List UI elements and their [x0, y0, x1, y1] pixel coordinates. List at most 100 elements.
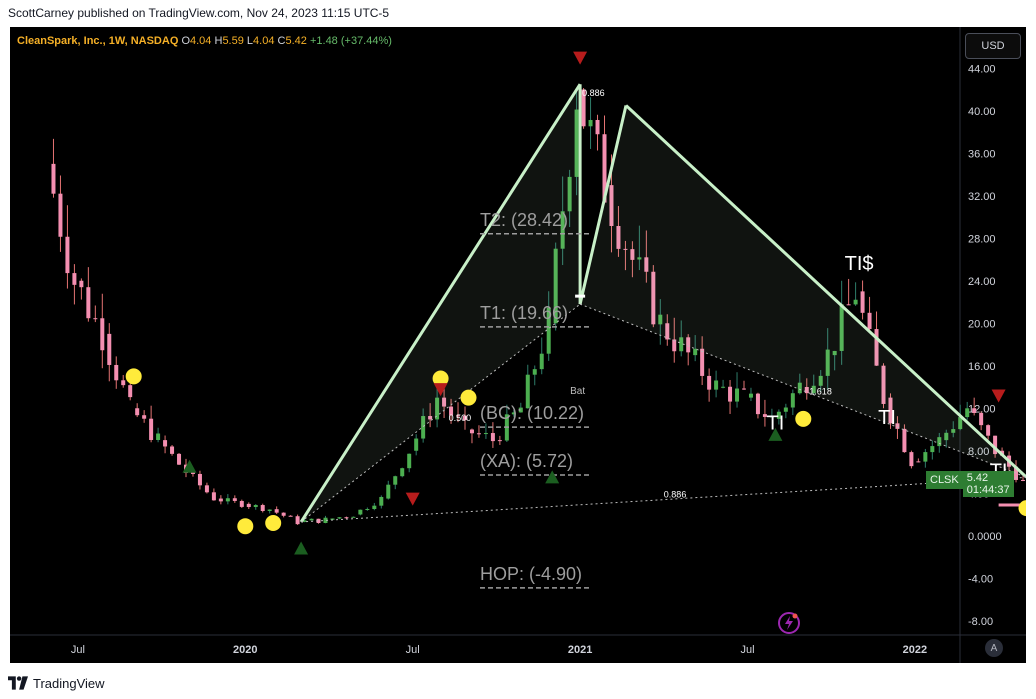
- candle-body: [797, 382, 802, 394]
- ti-annotation: TI$: [845, 253, 874, 275]
- signal-marker-dot: [237, 518, 254, 535]
- signal-marker-dot: [265, 515, 282, 531]
- candle-body: [511, 412, 516, 415]
- candle-body: [818, 375, 823, 386]
- y-tick-label: 20.00: [968, 318, 996, 330]
- auto-scale-button[interactable]: A: [985, 639, 1003, 657]
- symbol-title: CleanSpark, Inc., 1W, NASDAQ: [17, 35, 179, 47]
- candle-body: [672, 339, 677, 352]
- high-value: 5.59: [222, 35, 244, 47]
- pattern-name: Bat: [570, 386, 585, 397]
- candle-body: [909, 452, 914, 467]
- candle-body: [407, 453, 412, 469]
- candle-body: [762, 414, 767, 417]
- candle-body: [769, 416, 774, 418]
- candle-body: [783, 407, 788, 412]
- candle-body: [665, 323, 670, 340]
- candle-body: [421, 416, 426, 439]
- ti-annotation: TI: [767, 413, 785, 435]
- candle-body: [790, 393, 795, 408]
- candle-body: [456, 415, 461, 417]
- open-value: 4.04: [190, 35, 212, 47]
- signal-marker-dot: [432, 370, 449, 387]
- candle-body: [721, 386, 726, 388]
- sell-signal-icon: [991, 389, 1006, 403]
- candle-body: [707, 375, 712, 390]
- currency-button[interactable]: USD: [965, 33, 1021, 59]
- candle-body: [1014, 466, 1019, 480]
- publish-info: ScottCarney published on TradingView.com…: [8, 6, 390, 20]
- candle-body: [225, 498, 230, 502]
- candle-body: [309, 518, 314, 521]
- candle-body: [295, 516, 300, 525]
- price-tag-countdown: 01:44:37: [966, 484, 1010, 496]
- y-tick-label: 40.00: [968, 106, 996, 118]
- candle-body: [114, 364, 119, 381]
- candle-body: [602, 134, 607, 203]
- candle-body: [386, 484, 391, 499]
- candle-body: [260, 505, 265, 512]
- candle-body: [518, 407, 523, 413]
- candle-body: [748, 393, 753, 398]
- chart-area[interactable]: 44.00 40.00 36.00 32.00 28.00 24.00 20.00 16.00…: [10, 27, 1026, 663]
- candle-body: [553, 248, 558, 324]
- candle-body: [637, 257, 642, 260]
- candle-body: [881, 365, 886, 404]
- x-tick-label: 2020: [233, 644, 257, 656]
- signal-marker-dot: [795, 410, 812, 427]
- candle-body: [686, 337, 691, 353]
- candle-body: [735, 388, 740, 402]
- candle-body: [358, 509, 363, 515]
- open-label: O: [181, 35, 190, 47]
- sell-signal-icon: [433, 383, 448, 397]
- candle-body: [65, 236, 70, 274]
- candle-body: [490, 433, 495, 442]
- y-tick-label: 24.00: [968, 276, 996, 288]
- x-tick-label: Jul: [740, 644, 754, 656]
- y-tick-label: 44.00: [968, 63, 996, 75]
- pattern-leg: [624, 104, 1026, 479]
- candle-body: [156, 433, 161, 440]
- pattern-ratio-line: [300, 303, 581, 523]
- chart-canvas[interactable]: 44.00 40.00 36.00 32.00 28.00 24.00 20.00 16.00…: [10, 27, 1026, 663]
- pattern-ratio-line: [301, 476, 1026, 523]
- candle-body: [532, 369, 537, 375]
- candle-body: [463, 415, 467, 421]
- price-tag-price: 5.42: [966, 472, 989, 484]
- target-level-label: (BC): (10.22): [480, 403, 584, 423]
- close-label: C: [277, 35, 286, 47]
- candle-body: [658, 314, 663, 325]
- buy-signal-icon: [294, 541, 309, 555]
- x-tick-label: Jul: [406, 644, 420, 656]
- ratio-label: 0.500: [449, 413, 472, 423]
- candle-body: [414, 438, 419, 451]
- candle-body: [630, 249, 635, 260]
- candle-body: [253, 505, 258, 508]
- x-tick-label: 2022: [903, 644, 927, 656]
- candle-body: [274, 509, 279, 513]
- candle-body: [170, 446, 175, 454]
- candle-body: [93, 318, 98, 320]
- candle-body: [923, 452, 928, 462]
- tradingview-logo-icon: [8, 676, 28, 690]
- candle-body: [204, 485, 209, 493]
- last-price-tag: CLSK 5.42 01:44:37: [926, 471, 1014, 497]
- close-value: 5.42: [285, 35, 307, 47]
- signal-marker-dot: [460, 389, 477, 406]
- candle-body: [476, 433, 481, 435]
- candle-body: [944, 432, 949, 441]
- candle-body: [623, 248, 628, 250]
- candle-body: [142, 415, 147, 419]
- candle-body: [190, 472, 195, 474]
- candle-body: [351, 516, 356, 518]
- flash-icon[interactable]: [778, 612, 800, 634]
- high-label: H: [214, 35, 223, 47]
- candle-body: [616, 225, 621, 249]
- candle-body: [832, 350, 837, 356]
- pattern-leg: [299, 83, 582, 523]
- candle-body: [804, 387, 809, 394]
- y-tick-label: 28.00: [968, 233, 996, 245]
- y-tick-label: -4.00: [968, 573, 993, 585]
- candle-body: [811, 385, 816, 394]
- candle-body: [755, 393, 760, 415]
